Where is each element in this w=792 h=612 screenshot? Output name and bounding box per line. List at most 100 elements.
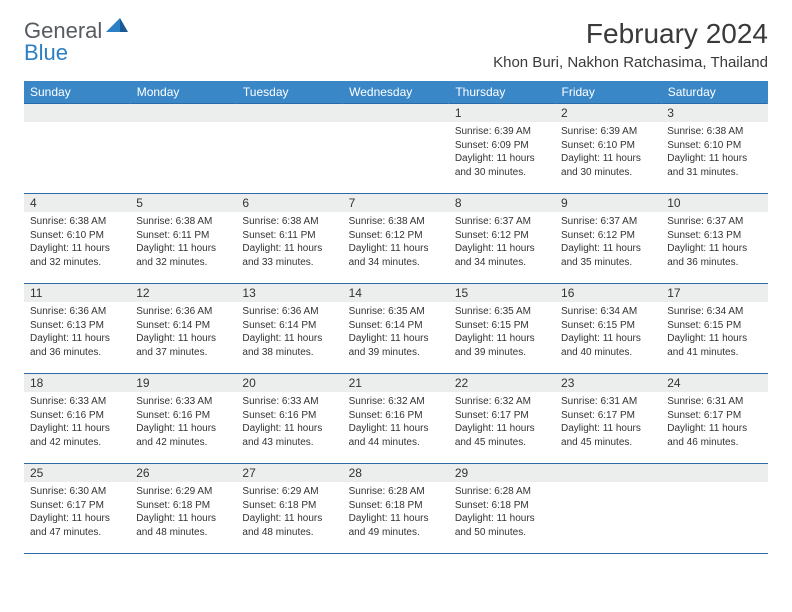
calendar-day-cell: 20Sunrise: 6:33 AMSunset: 6:16 PMDayligh… [236,374,342,464]
day-details: Sunrise: 6:38 AMSunset: 6:12 PMDaylight:… [343,212,449,275]
day-details: Sunrise: 6:37 AMSunset: 6:12 PMDaylight:… [555,212,661,275]
calendar-empty-cell [343,104,449,194]
header: General Blue February 2024 Khon Buri, Na… [24,18,768,71]
day-details: Sunrise: 6:37 AMSunset: 6:12 PMDaylight:… [449,212,555,275]
day-number: 29 [449,464,555,482]
weekday-header: Thursday [449,81,555,104]
calendar-empty-cell [236,104,342,194]
day-details: Sunrise: 6:33 AMSunset: 6:16 PMDaylight:… [24,392,130,455]
day-details: Sunrise: 6:29 AMSunset: 6:18 PMDaylight:… [236,482,342,545]
calendar-empty-cell [130,104,236,194]
day-details: Sunrise: 6:35 AMSunset: 6:15 PMDaylight:… [449,302,555,365]
calendar-day-cell: 3Sunrise: 6:38 AMSunset: 6:10 PMDaylight… [661,104,767,194]
calendar-day-cell: 26Sunrise: 6:29 AMSunset: 6:18 PMDayligh… [130,464,236,554]
day-details: Sunrise: 6:35 AMSunset: 6:14 PMDaylight:… [343,302,449,365]
day-details: Sunrise: 6:28 AMSunset: 6:18 PMDaylight:… [343,482,449,545]
day-number-empty [24,104,130,122]
day-number: 3 [661,104,767,122]
day-number: 7 [343,194,449,212]
day-details: Sunrise: 6:36 AMSunset: 6:13 PMDaylight:… [24,302,130,365]
day-number: 19 [130,374,236,392]
calendar-week-row: 1Sunrise: 6:39 AMSunset: 6:09 PMDaylight… [24,104,768,194]
day-number: 27 [236,464,342,482]
day-number: 23 [555,374,661,392]
day-number: 14 [343,284,449,302]
day-details: Sunrise: 6:39 AMSunset: 6:10 PMDaylight:… [555,122,661,185]
weekday-header-row: SundayMondayTuesdayWednesdayThursdayFrid… [24,81,768,104]
day-number: 6 [236,194,342,212]
calendar-day-cell: 10Sunrise: 6:37 AMSunset: 6:13 PMDayligh… [661,194,767,284]
calendar-day-cell: 4Sunrise: 6:38 AMSunset: 6:10 PMDaylight… [24,194,130,284]
day-details: Sunrise: 6:36 AMSunset: 6:14 PMDaylight:… [130,302,236,365]
calendar-day-cell: 17Sunrise: 6:34 AMSunset: 6:15 PMDayligh… [661,284,767,374]
day-number: 13 [236,284,342,302]
weekday-header: Wednesday [343,81,449,104]
day-number: 24 [661,374,767,392]
weekday-header: Saturday [661,81,767,104]
calendar-day-cell: 1Sunrise: 6:39 AMSunset: 6:09 PMDaylight… [449,104,555,194]
location: Khon Buri, Nakhon Ratchasima, Thailand [493,54,768,71]
day-details: Sunrise: 6:28 AMSunset: 6:18 PMDaylight:… [449,482,555,545]
calendar-day-cell: 9Sunrise: 6:37 AMSunset: 6:12 PMDaylight… [555,194,661,284]
day-number: 2 [555,104,661,122]
calendar-day-cell: 16Sunrise: 6:34 AMSunset: 6:15 PMDayligh… [555,284,661,374]
calendar-day-cell: 24Sunrise: 6:31 AMSunset: 6:17 PMDayligh… [661,374,767,464]
day-details: Sunrise: 6:33 AMSunset: 6:16 PMDaylight:… [130,392,236,455]
calendar-empty-cell [555,464,661,554]
calendar-table: SundayMondayTuesdayWednesdayThursdayFrid… [24,81,768,554]
calendar-week-row: 4Sunrise: 6:38 AMSunset: 6:10 PMDaylight… [24,194,768,284]
day-number: 5 [130,194,236,212]
day-details: Sunrise: 6:38 AMSunset: 6:11 PMDaylight:… [236,212,342,275]
calendar-day-cell: 7Sunrise: 6:38 AMSunset: 6:12 PMDaylight… [343,194,449,284]
day-details: Sunrise: 6:32 AMSunset: 6:16 PMDaylight:… [343,392,449,455]
weekday-header: Sunday [24,81,130,104]
day-details: Sunrise: 6:32 AMSunset: 6:17 PMDaylight:… [449,392,555,455]
day-details: Sunrise: 6:31 AMSunset: 6:17 PMDaylight:… [555,392,661,455]
calendar-day-cell: 25Sunrise: 6:30 AMSunset: 6:17 PMDayligh… [24,464,130,554]
day-number-empty [661,464,767,482]
calendar-day-cell: 19Sunrise: 6:33 AMSunset: 6:16 PMDayligh… [130,374,236,464]
calendar-day-cell: 2Sunrise: 6:39 AMSunset: 6:10 PMDaylight… [555,104,661,194]
calendar-week-row: 25Sunrise: 6:30 AMSunset: 6:17 PMDayligh… [24,464,768,554]
logo-triangle-icon [106,18,128,32]
calendar-day-cell: 6Sunrise: 6:38 AMSunset: 6:11 PMDaylight… [236,194,342,284]
day-number: 11 [24,284,130,302]
day-details: Sunrise: 6:29 AMSunset: 6:18 PMDaylight:… [130,482,236,545]
calendar-day-cell: 13Sunrise: 6:36 AMSunset: 6:14 PMDayligh… [236,284,342,374]
day-number: 1 [449,104,555,122]
logo-text-blue: Blue [24,40,68,66]
day-number: 10 [661,194,767,212]
day-number: 16 [555,284,661,302]
day-details: Sunrise: 6:38 AMSunset: 6:10 PMDaylight:… [24,212,130,275]
day-number-empty [236,104,342,122]
calendar-day-cell: 21Sunrise: 6:32 AMSunset: 6:16 PMDayligh… [343,374,449,464]
calendar-day-cell: 5Sunrise: 6:38 AMSunset: 6:11 PMDaylight… [130,194,236,284]
calendar-day-cell: 8Sunrise: 6:37 AMSunset: 6:12 PMDaylight… [449,194,555,284]
day-number-empty [555,464,661,482]
calendar-day-cell: 18Sunrise: 6:33 AMSunset: 6:16 PMDayligh… [24,374,130,464]
calendar-day-cell: 14Sunrise: 6:35 AMSunset: 6:14 PMDayligh… [343,284,449,374]
day-number-empty [130,104,236,122]
day-details: Sunrise: 6:34 AMSunset: 6:15 PMDaylight:… [555,302,661,365]
calendar-day-cell: 23Sunrise: 6:31 AMSunset: 6:17 PMDayligh… [555,374,661,464]
day-details: Sunrise: 6:30 AMSunset: 6:17 PMDaylight:… [24,482,130,545]
day-number: 20 [236,374,342,392]
weekday-header: Friday [555,81,661,104]
day-number: 25 [24,464,130,482]
calendar-day-cell: 15Sunrise: 6:35 AMSunset: 6:15 PMDayligh… [449,284,555,374]
weekday-header: Tuesday [236,81,342,104]
calendar-day-cell: 28Sunrise: 6:28 AMSunset: 6:18 PMDayligh… [343,464,449,554]
day-number: 26 [130,464,236,482]
day-details: Sunrise: 6:33 AMSunset: 6:16 PMDaylight:… [236,392,342,455]
calendar-day-cell: 12Sunrise: 6:36 AMSunset: 6:14 PMDayligh… [130,284,236,374]
calendar-empty-cell [24,104,130,194]
day-details: Sunrise: 6:38 AMSunset: 6:10 PMDaylight:… [661,122,767,185]
calendar-empty-cell [661,464,767,554]
day-details: Sunrise: 6:39 AMSunset: 6:09 PMDaylight:… [449,122,555,185]
weekday-header: Monday [130,81,236,104]
calendar-day-cell: 29Sunrise: 6:28 AMSunset: 6:18 PMDayligh… [449,464,555,554]
day-details: Sunrise: 6:34 AMSunset: 6:15 PMDaylight:… [661,302,767,365]
day-number: 12 [130,284,236,302]
day-details: Sunrise: 6:36 AMSunset: 6:14 PMDaylight:… [236,302,342,365]
day-number: 15 [449,284,555,302]
